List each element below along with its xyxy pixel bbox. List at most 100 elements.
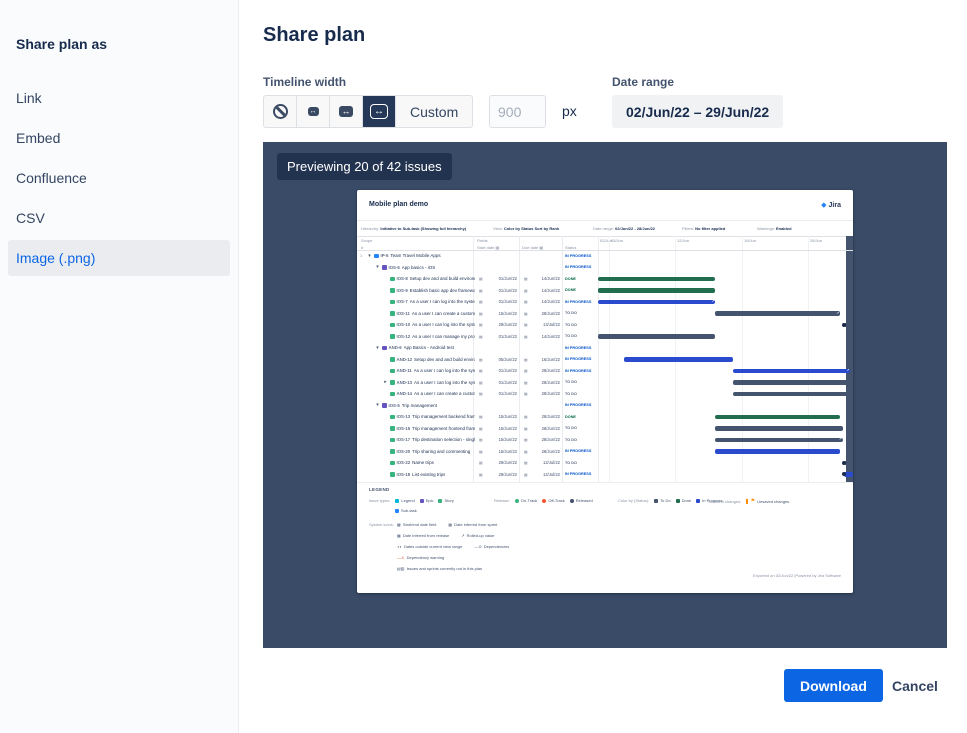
cancel-button[interactable]: Cancel xyxy=(886,669,944,702)
gantt-bar: ↗ xyxy=(715,437,843,442)
legend-item-done: Done xyxy=(675,498,691,503)
start-date-cell: ▦ 15/Jun/22 xyxy=(479,310,517,316)
legend-group-scenario-changes: Scenario changes: ⚑ Unsaved changes xyxy=(708,498,790,504)
issue-key: IOS-15 xyxy=(396,425,411,431)
done-icon xyxy=(675,498,680,503)
story-issue-icon xyxy=(390,391,395,396)
issue-key: IOS-8 xyxy=(396,276,408,282)
due-date-cell: ▦ 28/Jun/22 xyxy=(524,448,560,454)
dependency-icon: —⊙ xyxy=(474,544,482,549)
status-text: TO DO xyxy=(565,380,577,385)
sidebar-item-csv[interactable]: CSV xyxy=(16,210,45,226)
story-issue-icon xyxy=(390,449,395,454)
stripes-icon: ▤▥ xyxy=(397,566,405,571)
scope-cell: ▾ IP-5 Team Travel Mobile Apps xyxy=(367,253,475,259)
bar-link-icon: ↗ xyxy=(846,368,850,372)
story-issue-icon xyxy=(390,299,395,304)
col-scope: Scope xyxy=(361,238,373,243)
epic-icon xyxy=(419,498,424,503)
issue-title: As a user I can log into the system via xyxy=(409,299,475,305)
date-field-icon: ▦ xyxy=(479,334,483,339)
due-date-cell: ▦ 14/Jun/22 xyxy=(524,333,560,339)
epic-issue-icon xyxy=(382,403,387,408)
expand-caret: ▾ xyxy=(376,402,379,409)
width-option-none[interactable] xyxy=(264,96,296,127)
plan-row-ios-12: IOS-12 As a user I can manage my profile ▦… xyxy=(357,331,853,343)
epic-issue-icon xyxy=(382,345,387,350)
start-date-cell: ▦ 01/Jun/22 xyxy=(479,391,517,397)
start-date-cell: ▦ 01/Jun/22 xyxy=(479,368,517,374)
plan-row-ios-20: IOS-20 Trip sharing and commenting ▦ 15/Jun… xyxy=(357,446,853,458)
date-field-icon: ▦ xyxy=(524,300,528,305)
bar-link-icon: ↗ xyxy=(838,437,842,441)
system-item-dates-outside-current-view-range: ◖◗ Dates outside current view range xyxy=(397,544,463,549)
issue-key: IOS-12 xyxy=(396,333,411,339)
timeline-cell xyxy=(598,400,853,412)
status-text: TO DO xyxy=(565,334,577,339)
issue-key: IOS-17 xyxy=(396,437,411,443)
meta-filters: Filters: No filter applied xyxy=(682,226,726,231)
gantt-bar xyxy=(842,322,853,327)
timeline-tick: 19/Jun xyxy=(744,238,757,243)
legend-title: LEGEND xyxy=(369,487,390,492)
width-option-custom[interactable]: Custom xyxy=(396,96,473,127)
width-option-large[interactable]: ↔ xyxy=(363,96,395,127)
status-text: DONE xyxy=(565,414,576,419)
width-option-small[interactable]: ↔ xyxy=(297,96,329,127)
system-item-dependencies: —⊙ Dependencies xyxy=(474,544,510,549)
epic-issue-icon xyxy=(382,265,387,270)
issue-title: Trip destination selection - single des xyxy=(412,437,475,443)
off-track-icon xyxy=(542,498,547,503)
sidebar-item-confluence[interactable]: Confluence xyxy=(16,170,87,186)
expand-caret: ▾ xyxy=(376,344,379,351)
due-date-cell: ▦ 12/Jul/22 xyxy=(524,471,560,477)
date-field-icon: ▦ xyxy=(524,415,528,420)
scope-cell: ▾ AND-6 App Basics - Android test xyxy=(367,345,475,351)
bar-dependency-dot xyxy=(842,322,847,327)
due-date-cell: ▦ 14/Jun/22 xyxy=(524,287,560,293)
story-issue-icon xyxy=(390,322,395,327)
warning-icon: —⚠ xyxy=(397,555,405,560)
plan-row-ios-9: IOS-9 Establish basic app dev framework ▦ 0… xyxy=(357,285,853,297)
scope-cell: IOS-22 Name trips xyxy=(367,460,475,465)
sidebar-item-embed[interactable]: Embed xyxy=(16,130,61,146)
divider xyxy=(473,236,474,482)
plan-row-and-6: ▾ AND-6 App Basics - Android test IN PROGRE… xyxy=(357,342,853,354)
timeline-cell xyxy=(598,262,853,274)
gantt-bar: ↗ xyxy=(598,299,716,304)
sidebar-item-link[interactable]: Link xyxy=(16,90,42,106)
start-date-cell: ▦ 29/Jun/22 xyxy=(479,471,517,477)
to-do-icon xyxy=(654,498,659,503)
scope-cell: IOS-18 List existing trips xyxy=(367,472,475,477)
sidebar-item-image-png[interactable]: Image (.png) xyxy=(8,240,230,276)
issue-key: IOS-20 xyxy=(396,448,411,454)
gantt-bar: ↗ xyxy=(715,310,841,316)
story-issue-icon xyxy=(390,380,395,385)
date-field-icon: ▦ xyxy=(524,334,528,339)
legend-item-story: Story xyxy=(438,498,454,503)
grid-icon: ▦ xyxy=(397,522,401,527)
divider xyxy=(357,236,853,237)
download-button[interactable]: Download xyxy=(784,669,883,702)
width-option-medium[interactable]: ↔ xyxy=(330,96,362,127)
unsaved-flag-icon: ⚑ xyxy=(750,498,756,504)
timeline-tick: 26/Jun xyxy=(810,238,823,243)
date-field-icon: ▦ xyxy=(479,426,483,431)
status-text: IN PROGRESS xyxy=(565,403,592,408)
bar-link-icon: ↗ xyxy=(836,310,840,315)
legend-item-unsaved-changes: ⚑ Unsaved changes xyxy=(746,498,789,504)
date-range-button[interactable]: 02/Jun/22 – 29/Jun/22 xyxy=(612,95,784,128)
legend-item-sub-task: Sub-task xyxy=(395,508,417,513)
custom-width-input[interactable] xyxy=(489,95,546,128)
legend-item-in-progress: In Progress xyxy=(696,498,723,503)
timeline-tick: 02/Jun xyxy=(600,238,613,243)
legend-item-to-do: To Do xyxy=(654,498,671,503)
issue-title: Trip management backend framework xyxy=(412,414,475,420)
